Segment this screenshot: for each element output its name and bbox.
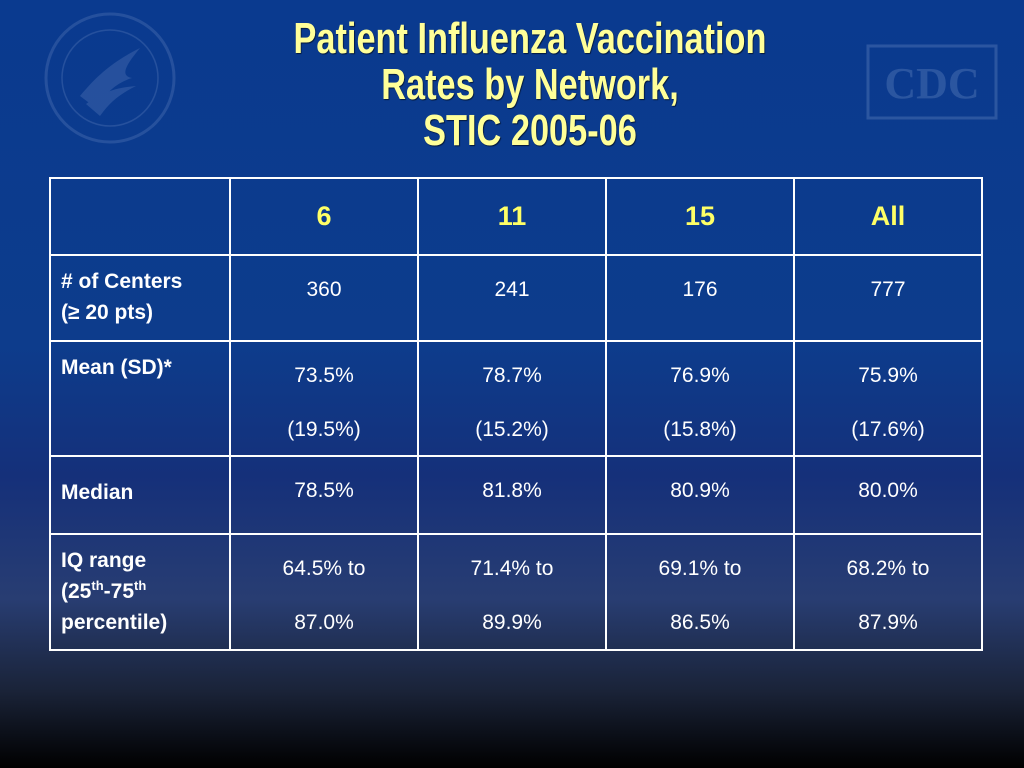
- header-cell-network-11: 11: [417, 177, 607, 256]
- table-cell: 360: [229, 254, 419, 342]
- header-cell-network-6: 6: [229, 177, 419, 256]
- title-line-3: STIC 2005-06: [423, 106, 637, 155]
- table-cell: 71.4% to 89.9%: [417, 533, 607, 651]
- table-cell: 76.9% (15.8%): [605, 340, 795, 457]
- row-label-centers: # of Centers (≥ 20 pts): [49, 254, 231, 342]
- table-cell: 78.5%: [229, 455, 419, 535]
- table-cell: 73.5% (19.5%): [229, 340, 419, 457]
- table-row-median: Median 78.5% 81.8% 80.9% 80.0%: [49, 455, 983, 535]
- table-cell: 80.0%: [793, 455, 983, 535]
- header-cell-empty: [49, 177, 231, 256]
- row-label-iq-range: IQ range (25th-75th percentile): [49, 533, 231, 651]
- header-cell-network-15: 15: [605, 177, 795, 256]
- row-label-mean: Mean (SD)*: [49, 340, 231, 457]
- hhs-seal-logo: [44, 12, 176, 144]
- table-cell: 64.5% to 87.0%: [229, 533, 419, 651]
- table-cell: 80.9%: [605, 455, 795, 535]
- table-row-iq-range: IQ range (25th-75th percentile) 64.5% to…: [49, 533, 983, 651]
- cdc-logo-text: CDC: [884, 59, 979, 108]
- table-header-row: 6 11 15 All: [49, 177, 983, 256]
- table-row-centers: # of Centers (≥ 20 pts) 360 241 176 777: [49, 254, 983, 342]
- table-cell: 78.7% (15.2%): [417, 340, 607, 457]
- title-line-2: Rates by Network,: [381, 60, 679, 109]
- table-cell: 75.9% (17.6%): [793, 340, 983, 457]
- slide-title: Patient Influenza Vaccination Rates by N…: [234, 16, 827, 154]
- table-cell: 68.2% to 87.9%: [793, 533, 983, 651]
- table-row-mean: Mean (SD)* 73.5% (19.5%) 78.7% (15.2%) 76.…: [49, 340, 983, 457]
- title-line-1: Patient Influenza Vaccination: [293, 14, 767, 63]
- row-label-median: Median: [49, 455, 231, 535]
- vaccination-rates-table: 6 11 15 All # of Centers (≥ 20 pts) 360 …: [49, 177, 983, 651]
- table-cell: 241: [417, 254, 607, 342]
- table-cell: 176: [605, 254, 795, 342]
- table-cell: 69.1% to 86.5%: [605, 533, 795, 651]
- header-cell-all: All: [793, 177, 983, 256]
- table-cell: 777: [793, 254, 983, 342]
- cdc-logo: CDC: [866, 44, 998, 120]
- table-cell: 81.8%: [417, 455, 607, 535]
